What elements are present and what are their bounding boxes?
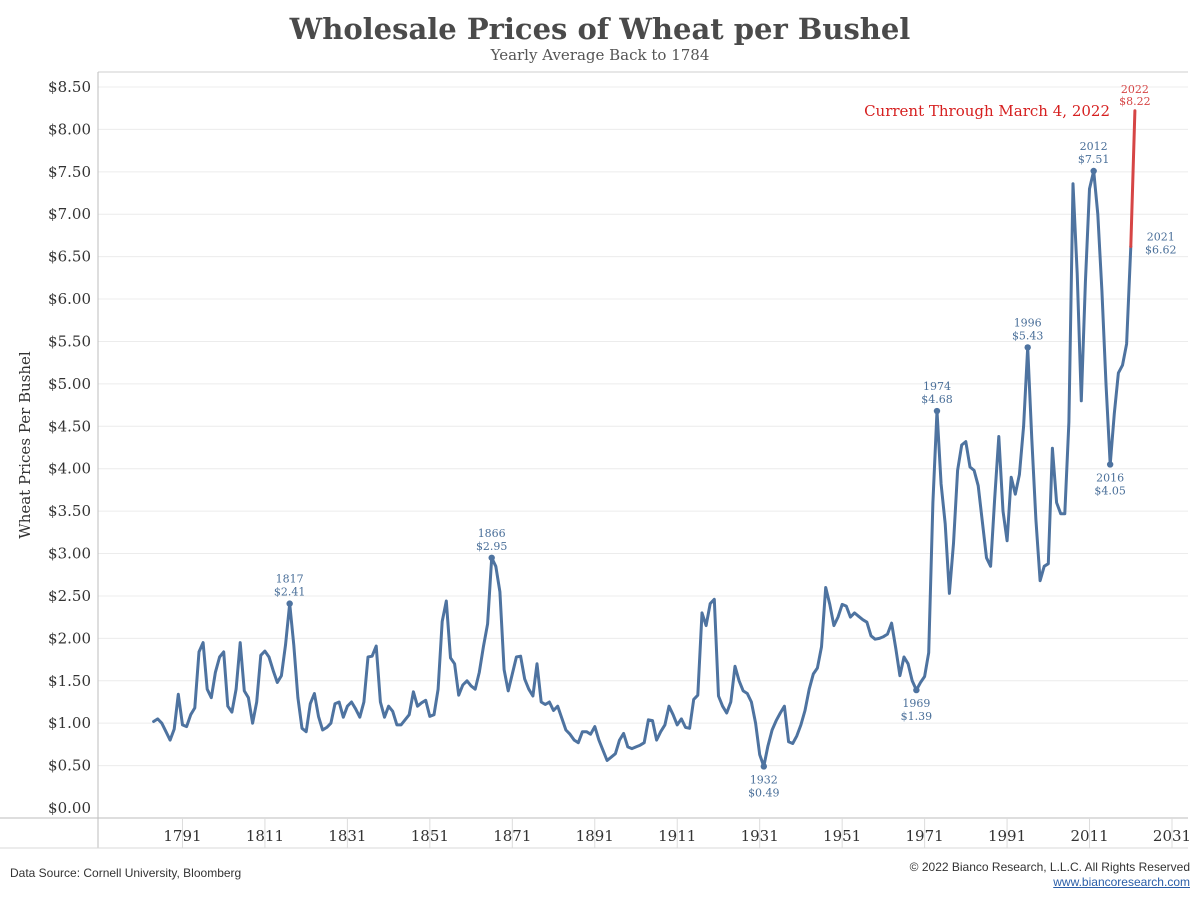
annotation-year: 2021: [1147, 230, 1175, 243]
y-tick-label: $7.50: [48, 163, 91, 181]
annotations: 1817$2.41 1866$2.95 1932$0.49 1969$1.39 1974…: [274, 83, 1177, 800]
annotation-price: $4.05: [1094, 484, 1126, 497]
x-tick-label: 1971: [906, 827, 944, 845]
data-source-note: Data Source: Cornell University, Bloombe…: [10, 866, 242, 880]
x-tick-label: 2031: [1153, 827, 1191, 845]
x-axis-tick-labels: 1791 1811 1831 1851 1871 1891 1911 1931 1951 1971…: [163, 827, 1191, 845]
annotation-price: $2.41: [274, 586, 306, 599]
annotation-dot: [1024, 344, 1031, 351]
y-tick-label: $7.00: [48, 205, 91, 223]
copyright-text: © 2022 Bianco Research, L.L.C. All Right…: [909, 860, 1190, 874]
annotation-dot: [913, 686, 920, 694]
annotation-dot: [1090, 167, 1097, 175]
annotation-year: 2016: [1096, 471, 1124, 484]
copyright-block: © 2022 Bianco Research, L.L.C. All Right…: [910, 860, 1190, 890]
x-tick-label: 1791: [163, 827, 201, 845]
annotation-price: $8.22: [1119, 95, 1151, 108]
x-tick-label: 1891: [576, 827, 614, 845]
x-tick-label: 1851: [411, 827, 449, 845]
website-link[interactable]: www.biancoresearch.com: [1053, 875, 1190, 889]
annotation-dot: [488, 554, 495, 561]
chart-grid: [98, 86, 1188, 767]
y-tick-label: $5.00: [48, 375, 91, 393]
chart-title: Wholesale Prices of Wheat per Bushel: [289, 12, 911, 46]
x-tick-label: 1811: [246, 827, 284, 845]
annotation-year: 1932: [750, 773, 778, 786]
annotation-dot: [933, 407, 941, 415]
annotation-year: 2022: [1121, 83, 1149, 96]
x-tick-label: 1871: [493, 827, 531, 845]
x-tick-label: 1991: [988, 827, 1026, 845]
annotation-price: $6.62: [1145, 243, 1177, 256]
series-lines: [152, 109, 1137, 768]
y-tick-label: $0.50: [48, 757, 91, 775]
x-tick-label: 1911: [658, 827, 696, 845]
annotation-price: $7.51: [1078, 153, 1110, 166]
annotation-price: $4.68: [921, 393, 953, 406]
x-tick-label: 1931: [741, 827, 779, 845]
annotation-dot: [1106, 461, 1114, 468]
y-tick-label: $6.50: [48, 248, 91, 266]
y-tick-label: $4.00: [48, 460, 91, 478]
chart-axes: [0, 71, 1188, 849]
annotation-price: $1.39: [901, 710, 933, 723]
annotation-year: 1866: [478, 527, 506, 540]
annotation-year: 2012: [1080, 140, 1108, 153]
y-tick-label: $6.00: [48, 290, 91, 308]
y-tick-label: $2.00: [48, 629, 91, 647]
y-tick-label: $3.00: [48, 545, 91, 563]
annotation-price: $5.43: [1012, 329, 1044, 342]
y-tick-label: $1.00: [48, 714, 91, 732]
y-tick-label: $0.00: [48, 799, 91, 817]
chart-subtitle: Yearly Average Back to 1784: [490, 46, 710, 64]
y-tick-label: $4.50: [48, 417, 91, 435]
annotation-year: 1996: [1014, 316, 1042, 329]
y-tick-label: $8.00: [48, 120, 91, 138]
historical-price-line: [152, 169, 1133, 768]
y-tick-label: $1.50: [48, 672, 91, 690]
y-tick-label: $8.50: [48, 78, 91, 96]
y-axis-label: Wheat Prices Per Bushel: [16, 351, 34, 539]
current-price-line: [1129, 109, 1137, 248]
y-axis-tick-labels: $0.00 $0.50 $1.00 $1.50 $2.00 $2.50 $3.00 $3.50…: [48, 78, 91, 817]
x-tick-label: 2011: [1070, 827, 1108, 845]
annotation-dot: [760, 763, 768, 770]
current-through-note: Current Through March 4, 2022: [864, 102, 1110, 120]
y-tick-label: $3.50: [48, 502, 91, 520]
annotation-year: 1817: [276, 573, 304, 586]
y-tick-label: $2.50: [48, 587, 91, 605]
annotation-dot: [286, 600, 293, 607]
annotation-year: 1969: [902, 697, 930, 710]
x-tick-label: 1831: [328, 827, 366, 845]
x-tick-label: 1951: [823, 827, 861, 845]
y-tick-label: $5.50: [48, 332, 91, 350]
annotation-price: $2.95: [476, 540, 508, 553]
annotation-price: $0.49: [748, 786, 780, 799]
annotation-year: 1974: [923, 380, 951, 393]
